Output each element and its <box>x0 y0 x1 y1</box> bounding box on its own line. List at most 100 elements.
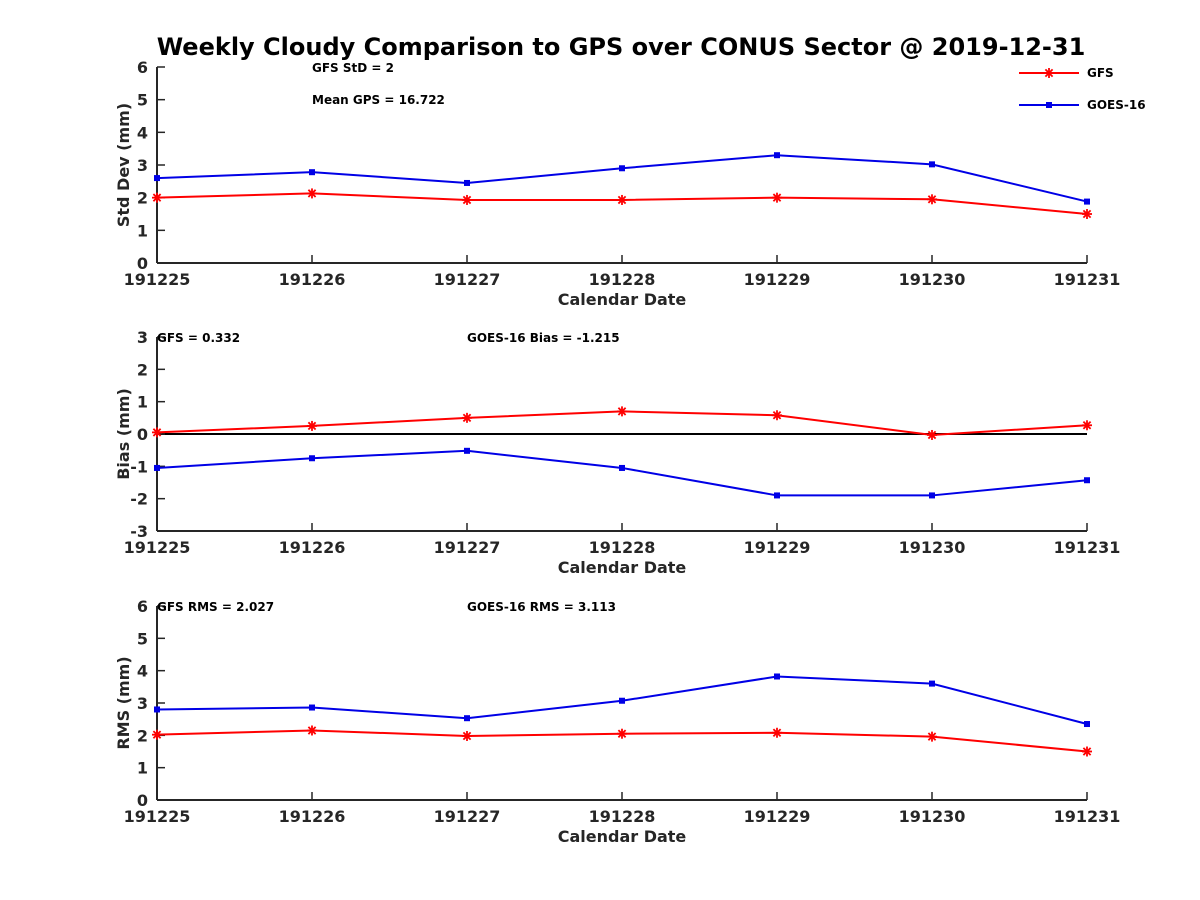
y-tick-label: 3 <box>137 328 148 347</box>
x-tick-label: 191227 <box>434 270 501 289</box>
data-point <box>927 731 937 742</box>
y-tick-label: -3 <box>130 522 148 541</box>
x-tick-label: 191229 <box>744 807 811 826</box>
data-point <box>929 161 935 168</box>
x-tick-label: 191231 <box>1054 538 1121 557</box>
series-goes-16 <box>154 152 1090 205</box>
y-tick-label: 5 <box>137 91 148 110</box>
data-point <box>617 194 627 205</box>
data-point <box>154 706 160 713</box>
data-point <box>772 727 782 738</box>
data-point <box>927 194 937 205</box>
y-tick-label: 3 <box>137 694 148 713</box>
y-tick-label: 2 <box>137 189 148 208</box>
data-point <box>772 410 782 421</box>
data-point <box>1082 209 1092 219</box>
x-tick-label: 191229 <box>744 538 811 557</box>
data-point <box>617 406 627 417</box>
data-point <box>309 455 315 462</box>
y-axis-label: Std Dev (mm) <box>114 103 133 227</box>
y-tick-label: 2 <box>137 360 148 379</box>
data-point <box>927 429 937 440</box>
data-point <box>152 729 162 740</box>
data-point <box>152 192 162 203</box>
data-point <box>464 715 470 722</box>
y-tick-label: -1 <box>130 457 148 476</box>
data-point <box>774 152 780 159</box>
stat-annotation: GFS StD = 2 <box>312 61 394 75</box>
y-tick-label: 3 <box>137 156 148 175</box>
data-point <box>929 680 935 687</box>
x-axis-label: Calendar Date <box>558 558 687 577</box>
subplot-1: 0 1 2 3 4 5 6 191225 191226 191227 191228 191229 191… <box>114 58 1120 309</box>
legend-entry-gfs: GFS <box>1019 66 1114 80</box>
x-tick-label: 191226 <box>279 807 346 826</box>
data-point <box>1084 477 1090 484</box>
y-tick-label: 1 <box>137 759 148 778</box>
legend-entry-goes-16: GOES-16 <box>1019 98 1146 112</box>
y-tick-label: 0 <box>137 254 148 273</box>
data-point <box>619 697 625 704</box>
x-tick-label: 191227 <box>434 538 501 557</box>
data-point <box>929 492 935 499</box>
data-point <box>309 704 315 711</box>
stat-annotation: GOES-16 RMS = 3.113 <box>467 600 616 614</box>
data-point <box>307 420 317 431</box>
x-tick-label: 191231 <box>1054 270 1121 289</box>
x-tick-label: 191230 <box>899 270 966 289</box>
x-tick-label: 191226 <box>279 270 346 289</box>
x-tick-label: 191228 <box>589 270 656 289</box>
x-tick-label: 191231 <box>1054 807 1121 826</box>
data-point <box>464 447 470 454</box>
series-gfs <box>152 406 1092 440</box>
series-goes-16 <box>154 673 1090 728</box>
plots-container: 0 1 2 3 4 5 6 191225 191226 191227 191228 191229 191… <box>114 58 1120 846</box>
data-point <box>309 169 315 176</box>
subplot-3: 0 1 2 3 4 5 6 191225 191226 191227 191228 191229 191… <box>114 597 1120 846</box>
series-gfs <box>152 188 1092 219</box>
data-point <box>154 175 160 182</box>
legend-marker <box>1046 102 1052 108</box>
data-point <box>462 730 472 741</box>
x-tick-label: 191229 <box>744 270 811 289</box>
x-tick-label: 191227 <box>434 807 501 826</box>
data-point <box>619 165 625 172</box>
data-point <box>619 464 625 471</box>
data-point <box>774 492 780 499</box>
x-tick-label: 191226 <box>279 538 346 557</box>
y-tick-label: 6 <box>137 58 148 77</box>
data-point <box>154 464 160 471</box>
data-point <box>152 427 162 438</box>
x-tick-label: 191230 <box>899 538 966 557</box>
x-tick-label: 191228 <box>589 807 656 826</box>
legend-label: GFS <box>1087 66 1114 80</box>
stat-annotation: GFS RMS = 2.027 <box>157 600 274 614</box>
data-point <box>307 188 317 199</box>
series-gfs <box>152 725 1092 757</box>
data-point <box>464 179 470 186</box>
x-tick-label: 191228 <box>589 538 656 557</box>
data-point <box>1082 746 1092 757</box>
y-tick-label: -2 <box>130 490 148 509</box>
y-tick-label: 4 <box>137 123 148 142</box>
data-point <box>307 725 317 736</box>
legend-marker <box>1044 68 1054 78</box>
data-point <box>462 412 472 423</box>
stat-annotation: Mean GPS = 16.722 <box>312 93 445 107</box>
y-tick-label: 1 <box>137 221 148 240</box>
x-axis-label: Calendar Date <box>558 827 687 846</box>
data-point <box>774 673 780 680</box>
y-tick-label: 6 <box>137 597 148 616</box>
y-tick-label: 4 <box>137 662 148 681</box>
legend-label: GOES-16 <box>1087 98 1146 112</box>
x-tick-label: 191225 <box>124 807 191 826</box>
y-tick-label: 5 <box>137 629 148 648</box>
y-tick-label: 0 <box>137 791 148 810</box>
y-tick-label: 2 <box>137 726 148 745</box>
figure-title: Weekly Cloudy Comparison to GPS over CON… <box>157 33 1086 61</box>
y-tick-label: 0 <box>137 425 148 444</box>
x-tick-label: 191225 <box>124 270 191 289</box>
x-axis-label: Calendar Date <box>558 290 687 309</box>
